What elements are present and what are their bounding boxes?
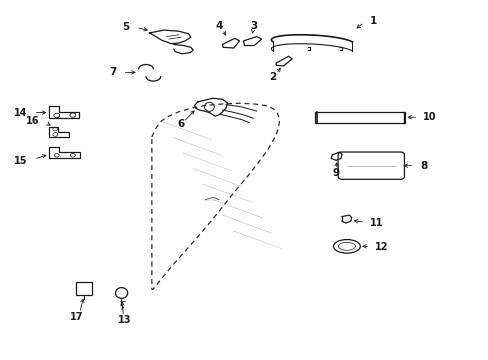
Text: 6: 6: [177, 120, 184, 129]
Text: 15: 15: [14, 156, 27, 166]
Text: 13: 13: [118, 315, 131, 325]
Bar: [76, 282, 92, 296]
Text: 16: 16: [26, 116, 40, 126]
Text: 5: 5: [122, 22, 130, 32]
Text: 9: 9: [332, 168, 339, 178]
Text: 10: 10: [422, 112, 435, 122]
Text: 1: 1: [369, 17, 376, 27]
Text: 11: 11: [369, 218, 383, 228]
Text: 7: 7: [109, 67, 116, 77]
Text: 12: 12: [374, 242, 388, 252]
Text: 4: 4: [215, 21, 223, 31]
Text: 2: 2: [268, 72, 276, 82]
Text: 8: 8: [419, 161, 427, 171]
Text: 17: 17: [69, 312, 83, 322]
Bar: [315, 112, 405, 123]
Text: 3: 3: [250, 21, 257, 31]
Text: 14: 14: [14, 108, 27, 118]
